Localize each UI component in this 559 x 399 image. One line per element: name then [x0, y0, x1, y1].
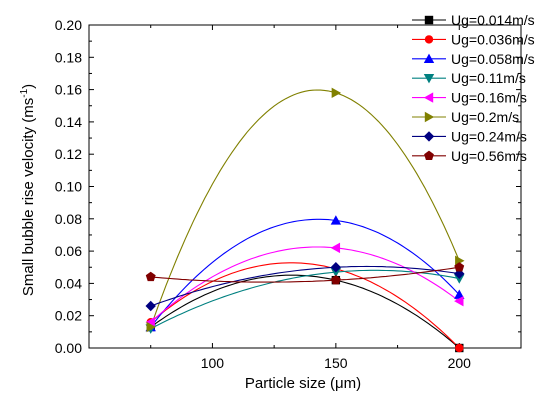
legend-marker — [425, 112, 434, 122]
legend-marker — [425, 16, 433, 24]
x-tick-label: 100 — [201, 355, 225, 371]
series-line — [151, 247, 460, 322]
y-tick-label: 0.06 — [55, 243, 82, 259]
y-tick-label: 0.10 — [55, 179, 82, 195]
x-tick-label: 150 — [324, 355, 348, 371]
legend-label: Ug=0.014m/s — [451, 12, 535, 28]
legend-marker — [424, 151, 434, 160]
x-tick-label: 200 — [448, 355, 472, 371]
legend-label: Ug=0.16m/s — [451, 90, 527, 106]
legend-label: Ug=0.56m/s — [451, 148, 527, 164]
series-line — [151, 270, 460, 328]
data-point — [455, 344, 463, 352]
data-point — [146, 272, 156, 281]
legend-label: Ug=0.24m/s — [451, 128, 527, 144]
y-tick-label: 0.04 — [55, 275, 82, 291]
legend-marker — [424, 131, 434, 141]
y-tick-label: 0.08 — [55, 211, 82, 227]
x-axis-title: Particle size (μm) — [245, 375, 361, 392]
y-tick-label: 0.12 — [55, 146, 82, 162]
series-lines — [151, 90, 460, 348]
data-point — [332, 88, 341, 98]
data-point — [146, 301, 156, 311]
y-tick-label: 0.00 — [55, 340, 82, 356]
y-tick-label: 0.02 — [55, 308, 82, 324]
y-tick-label: 0.16 — [55, 82, 82, 98]
y-axis-title: Small bubble rise velocity (ms-1) — [19, 84, 37, 296]
y-tick-label: 0.20 — [55, 17, 82, 33]
data-point — [331, 243, 340, 253]
legend-label: Ug=0.11m/s — [451, 70, 526, 86]
legend-label: Ug=0.058m/s — [451, 51, 535, 67]
y-tick-label: 0.14 — [55, 114, 82, 130]
legend-marker — [425, 35, 433, 43]
legend-label: Ug=0.036m/s — [451, 31, 535, 47]
y-tick-label: 0.18 — [55, 49, 82, 65]
legend-marker — [424, 92, 433, 102]
legend-label: Ug=0.2m/s — [451, 109, 519, 125]
legend: Ug=0.014m/s Ug=0.036m/s Ug=0.058m/s Ug=0.11… — [412, 12, 535, 164]
